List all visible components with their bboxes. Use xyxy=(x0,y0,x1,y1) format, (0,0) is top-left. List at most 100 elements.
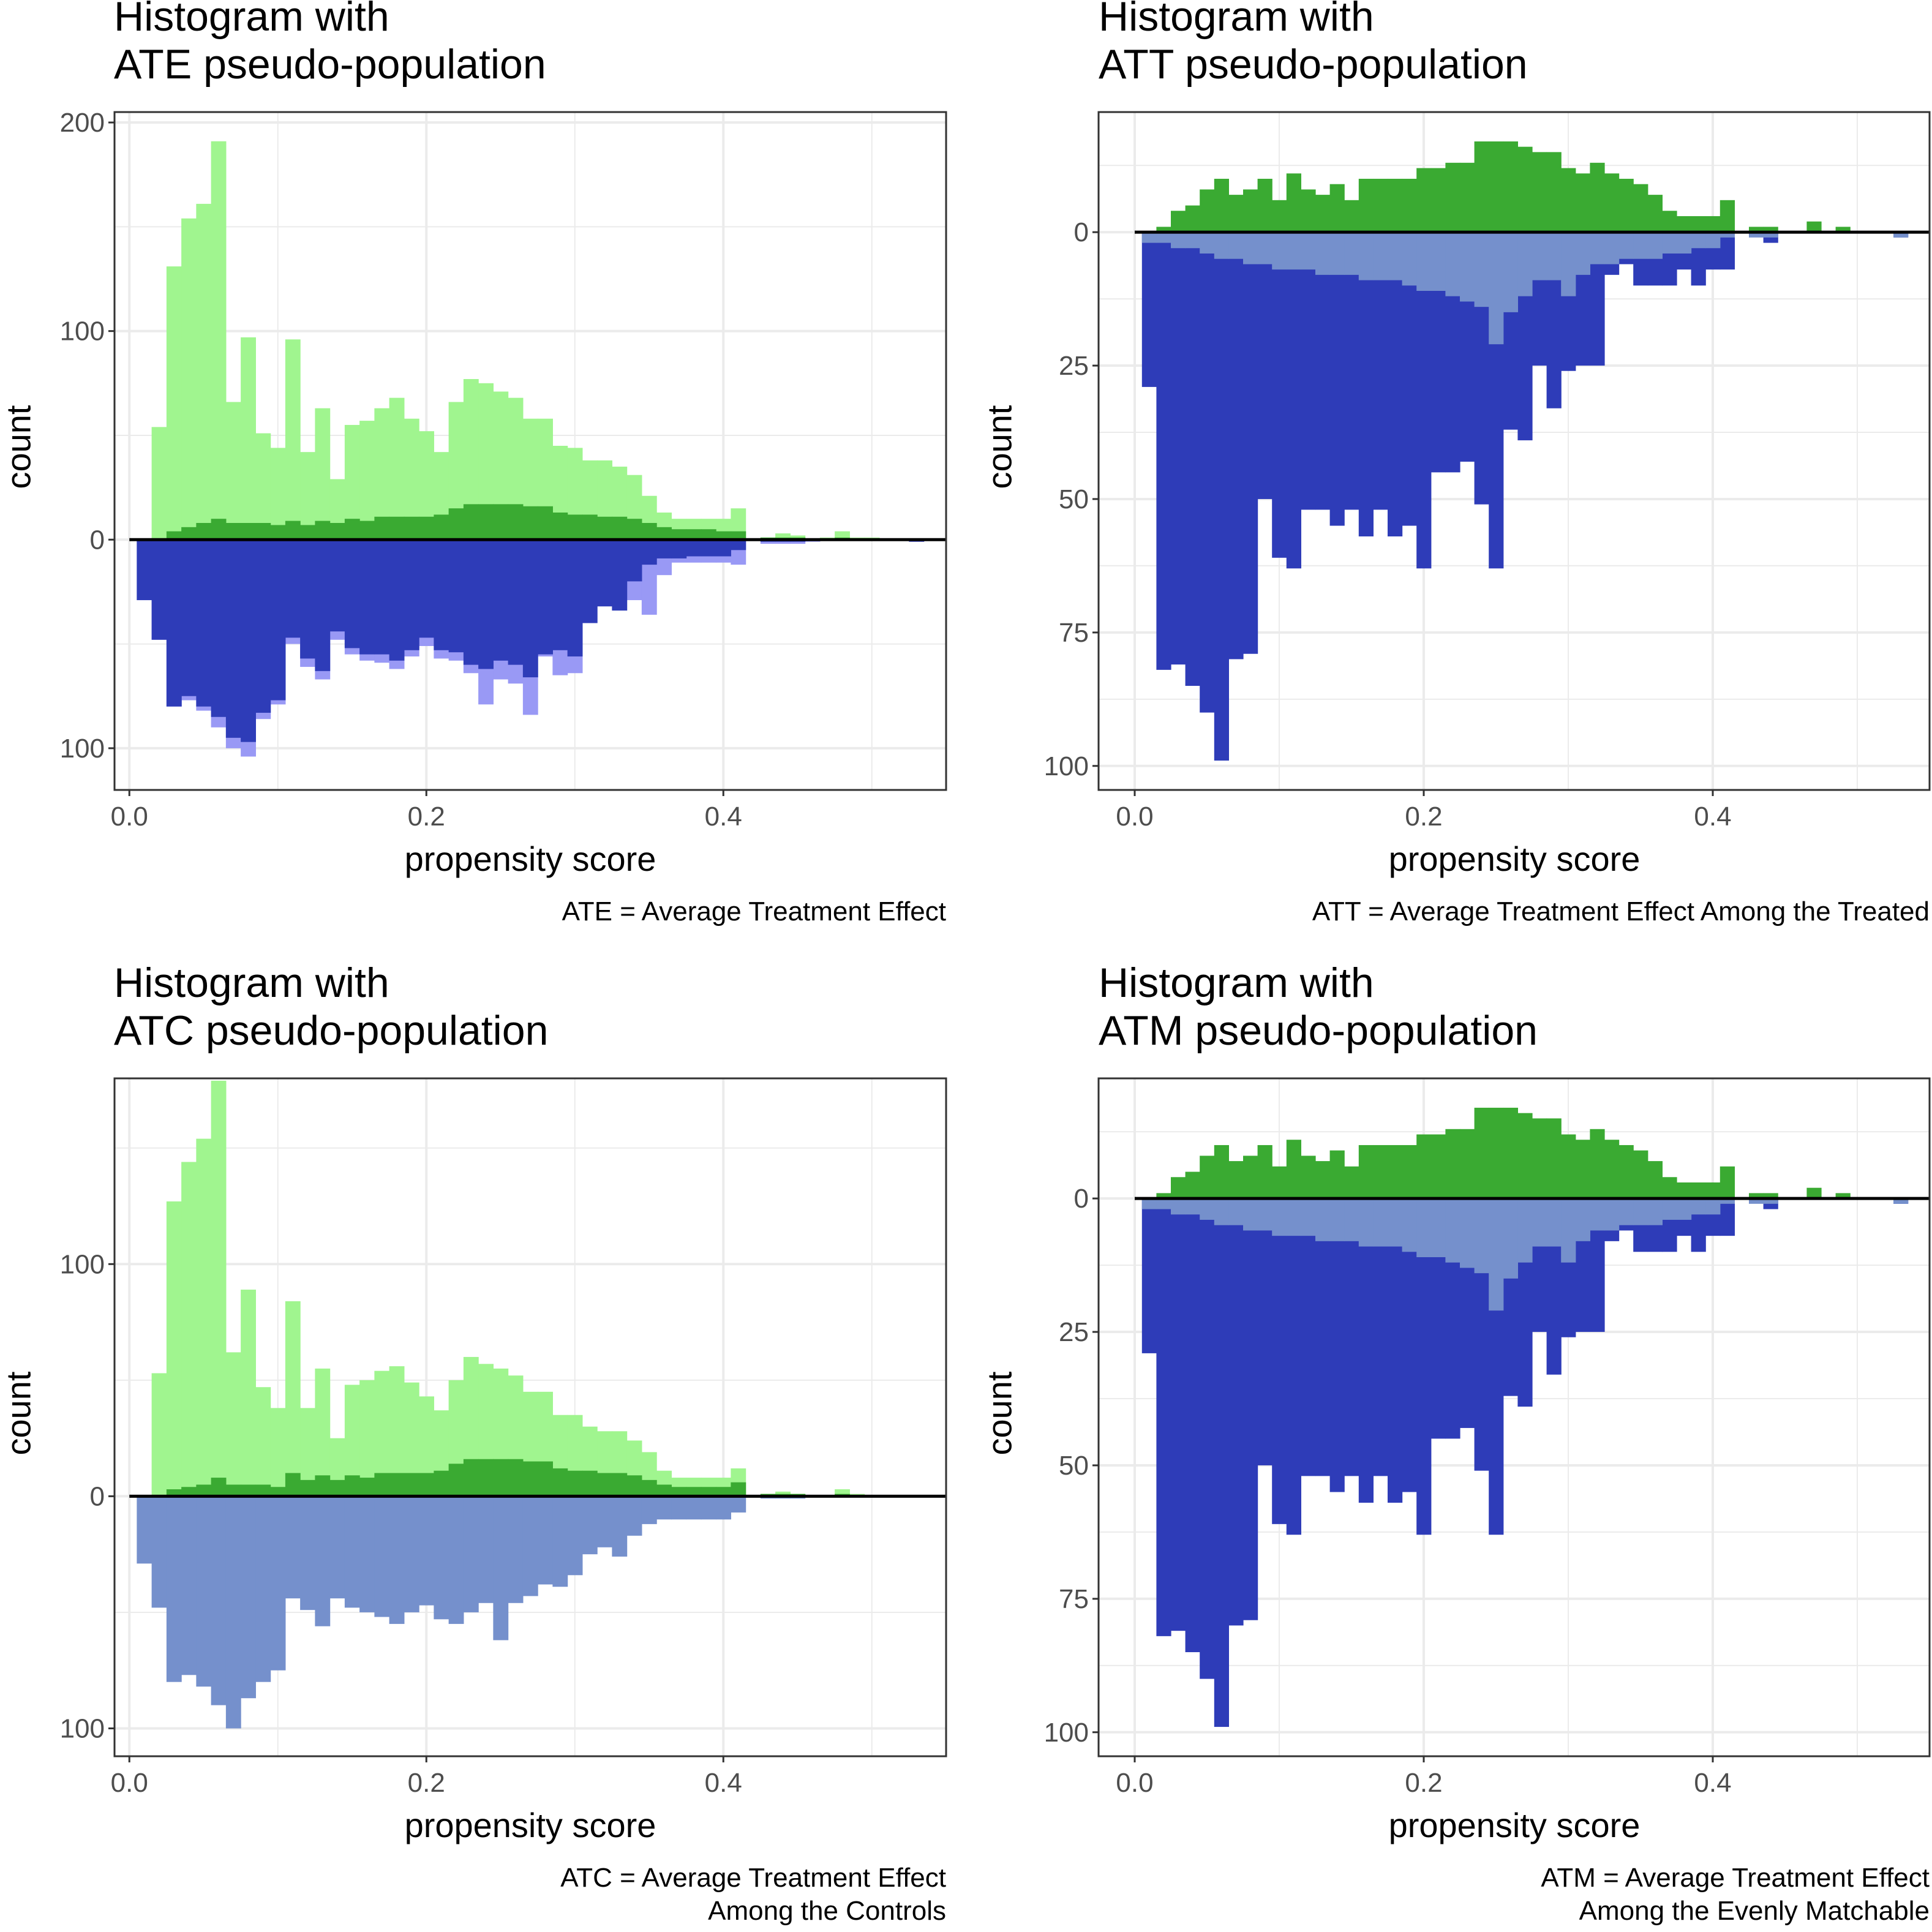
bar xyxy=(1156,1198,1171,1636)
bar xyxy=(315,1368,331,1497)
bar xyxy=(329,523,345,540)
bar xyxy=(1806,1187,1822,1199)
bar xyxy=(255,523,271,540)
bar xyxy=(211,519,227,540)
bar xyxy=(1228,232,1244,259)
bar xyxy=(1662,1177,1677,1199)
bar xyxy=(1200,1156,1215,1199)
bar xyxy=(1517,1198,1533,1263)
bar xyxy=(671,529,687,540)
bar xyxy=(241,539,256,742)
bar xyxy=(1301,1198,1316,1476)
bar xyxy=(1286,173,1301,233)
bar xyxy=(641,1479,657,1497)
bar xyxy=(463,539,479,665)
bar xyxy=(1517,232,1533,296)
bar xyxy=(1315,232,1331,510)
bar xyxy=(1590,1129,1605,1199)
bar xyxy=(641,1496,657,1524)
chart-title-line2: ATM pseudo-population xyxy=(1099,1007,1538,1054)
bar xyxy=(1373,232,1388,280)
series-treated_observed xyxy=(1156,141,1851,233)
bar xyxy=(1691,1182,1706,1199)
bar xyxy=(1286,1140,1301,1199)
bar xyxy=(597,1473,612,1497)
chart-title-line2: ATE pseudo-population xyxy=(114,41,546,88)
bar xyxy=(211,1478,227,1497)
bar xyxy=(1388,178,1403,233)
bar xyxy=(1749,232,1764,238)
bar xyxy=(196,523,212,540)
caption-line1: ATT = Average Treatment Effect Among the… xyxy=(1312,896,1930,927)
bar xyxy=(285,1301,301,1497)
y-tick-label: 100 xyxy=(60,734,105,764)
bar xyxy=(1200,1198,1215,1220)
bar xyxy=(1228,1161,1244,1199)
bar xyxy=(567,539,583,657)
bar xyxy=(241,523,256,540)
bar xyxy=(612,1496,628,1557)
bar xyxy=(285,1496,301,1599)
bar xyxy=(434,539,449,650)
bar xyxy=(582,1496,598,1555)
bar xyxy=(1257,178,1272,233)
x-axis-label: propensity score xyxy=(1388,840,1641,878)
bar xyxy=(463,1496,479,1612)
y-tick-label: 25 xyxy=(1059,1317,1089,1347)
bar xyxy=(582,1470,598,1497)
bar xyxy=(1604,1140,1620,1199)
bar xyxy=(1489,1198,1504,1311)
bar xyxy=(463,1459,479,1497)
caption-line2: Among the Controls xyxy=(708,1896,946,1926)
bar xyxy=(1388,1198,1403,1247)
bar xyxy=(493,1496,509,1641)
bar xyxy=(151,1373,167,1497)
bar xyxy=(1329,232,1345,275)
bar xyxy=(656,1496,672,1520)
y-tick-label: 50 xyxy=(1059,1451,1089,1481)
bar xyxy=(359,1380,375,1497)
y-tick-label: 25 xyxy=(1059,351,1089,381)
y-tick-label: 0 xyxy=(1074,1184,1089,1214)
bar xyxy=(404,1473,419,1497)
bar xyxy=(1301,232,1316,270)
bar xyxy=(1141,1198,1157,1209)
bar xyxy=(1575,1198,1590,1241)
bar xyxy=(1301,1156,1316,1199)
bar xyxy=(716,531,731,540)
bar xyxy=(1416,232,1432,291)
bar xyxy=(225,539,241,738)
bar xyxy=(1763,1198,1778,1204)
bar xyxy=(1546,1198,1562,1247)
bar xyxy=(493,504,509,540)
bar xyxy=(538,1496,553,1585)
series-control_weighted_soft xyxy=(137,1496,806,1729)
bar xyxy=(1243,1156,1258,1199)
bar xyxy=(493,539,509,661)
bar xyxy=(478,504,494,540)
x-tick-label: 0.4 xyxy=(705,1768,742,1798)
bar xyxy=(255,1484,271,1497)
bar xyxy=(270,448,286,540)
bar xyxy=(300,539,315,659)
chart-title-line1: Histogram with xyxy=(114,960,389,1006)
bar xyxy=(1647,232,1663,259)
bar xyxy=(137,539,152,601)
bar xyxy=(478,1496,494,1603)
bar xyxy=(1677,216,1692,233)
bar xyxy=(1677,1182,1692,1199)
bar xyxy=(1272,1166,1287,1199)
bar xyxy=(1329,1198,1345,1241)
bar xyxy=(448,539,464,653)
bar xyxy=(567,514,583,540)
bar xyxy=(508,1496,524,1603)
bar xyxy=(775,539,791,544)
bar xyxy=(1749,1198,1764,1204)
bar xyxy=(137,1496,152,1564)
bar xyxy=(1720,232,1735,238)
bar xyxy=(538,1461,553,1497)
bar xyxy=(656,527,672,540)
bar xyxy=(1561,168,1576,233)
bar xyxy=(151,1496,167,1608)
bar xyxy=(1315,1198,1331,1241)
